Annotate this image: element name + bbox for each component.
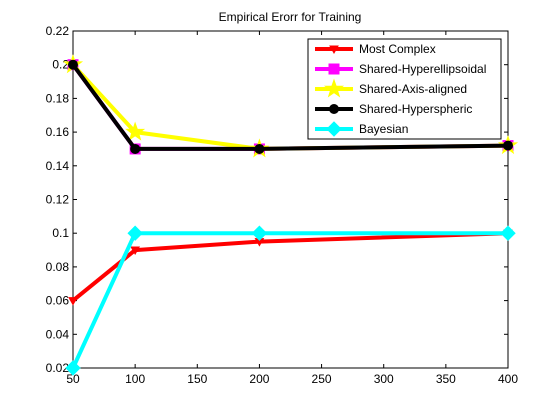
series-line <box>71 63 509 151</box>
y-tick-label: 0.08 <box>46 260 70 274</box>
x-tick-label: 400 <box>498 372 518 386</box>
series-line <box>71 231 509 303</box>
data-point <box>65 360 81 376</box>
y-tick-label: 0.14 <box>46 159 70 173</box>
x-tick-label: 350 <box>436 372 456 386</box>
data-point <box>68 59 78 70</box>
data-point <box>254 143 265 154</box>
x-tick-label: 50 <box>66 372 80 386</box>
legend-label: Shared-Hyperspheric <box>359 102 472 116</box>
axes: 50 100 150 200 250 300 350 400 0.02 0.04 0.06 0.08 0… <box>46 24 519 386</box>
legend-label: Shared-Hyperellipsoidal <box>359 62 486 76</box>
data-point <box>503 140 513 151</box>
data-point <box>500 225 516 241</box>
y-tick-label: 0.02 <box>46 361 70 375</box>
legend-item: Shared-Hyperspheric <box>315 102 472 116</box>
legend-item: Most Complex <box>315 42 436 56</box>
x-tick-label: 200 <box>249 372 269 386</box>
legend-item: Shared-Axis-aligned <box>315 78 467 98</box>
x-tick-label: 150 <box>187 372 207 386</box>
legend-marker <box>326 121 342 137</box>
y-tick-label: 0.12 <box>46 193 70 207</box>
data-point <box>125 121 146 141</box>
legend-label: Shared-Axis-aligned <box>359 82 467 96</box>
data-point <box>68 297 78 306</box>
series-layer <box>62 54 519 376</box>
x-tick-label: 100 <box>125 372 145 386</box>
legend-item: Shared-Hyperellipsoidal <box>315 62 486 76</box>
legend-marker <box>328 63 340 75</box>
x-tick-label: 250 <box>312 372 332 386</box>
data-point <box>251 225 268 241</box>
y-tick-label: 0.06 <box>46 294 70 308</box>
data-point <box>130 246 141 256</box>
legend-label: Most Complex <box>359 42 436 56</box>
legend: Most Complex Shared-Hyperellipsoidal Share… <box>307 38 502 140</box>
data-point <box>127 225 143 241</box>
chart-title: Empirical Erorr for Training <box>219 10 362 24</box>
legend-item: Bayesian <box>315 121 408 137</box>
series-bayesian <box>65 225 516 376</box>
legend-label: Bayesian <box>359 122 408 136</box>
y-tick-label: 0.18 <box>46 91 70 105</box>
data-point <box>130 143 141 154</box>
y-tick-label: 0.16 <box>46 125 70 139</box>
x-tick-label: 300 <box>374 372 394 386</box>
y-tick-label: 0.1 <box>52 226 69 240</box>
y-tick-label: 0.22 <box>46 24 70 38</box>
y-tick-label: 0.04 <box>46 327 70 341</box>
y-tick-label: 0.2 <box>52 58 69 72</box>
series-line <box>71 231 508 369</box>
legend-marker <box>329 45 339 55</box>
legend-marker <box>323 78 345 98</box>
legend-marker <box>329 104 339 114</box>
series-shared-hyperspheric <box>68 59 513 154</box>
